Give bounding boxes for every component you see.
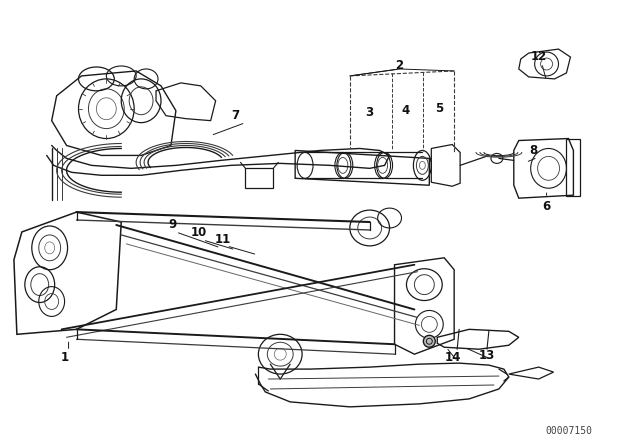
Text: 12: 12 [531, 50, 547, 63]
Text: 2: 2 [396, 60, 404, 73]
Text: 11: 11 [214, 233, 231, 246]
Text: 9: 9 [169, 219, 177, 232]
Text: 8: 8 [529, 144, 538, 157]
Text: 3: 3 [365, 106, 374, 119]
Text: 00007150: 00007150 [545, 426, 592, 436]
Text: 4: 4 [401, 104, 410, 117]
Bar [566, 138, 580, 196]
Text: 5: 5 [435, 102, 444, 115]
Bar [246, 168, 273, 188]
Text: 1: 1 [61, 351, 68, 364]
Text: 10: 10 [191, 226, 207, 239]
Ellipse shape [423, 335, 435, 347]
Text: 7: 7 [232, 109, 239, 122]
Text: 14: 14 [445, 351, 461, 364]
Text: 13: 13 [479, 349, 495, 362]
Text: 6: 6 [543, 200, 550, 213]
